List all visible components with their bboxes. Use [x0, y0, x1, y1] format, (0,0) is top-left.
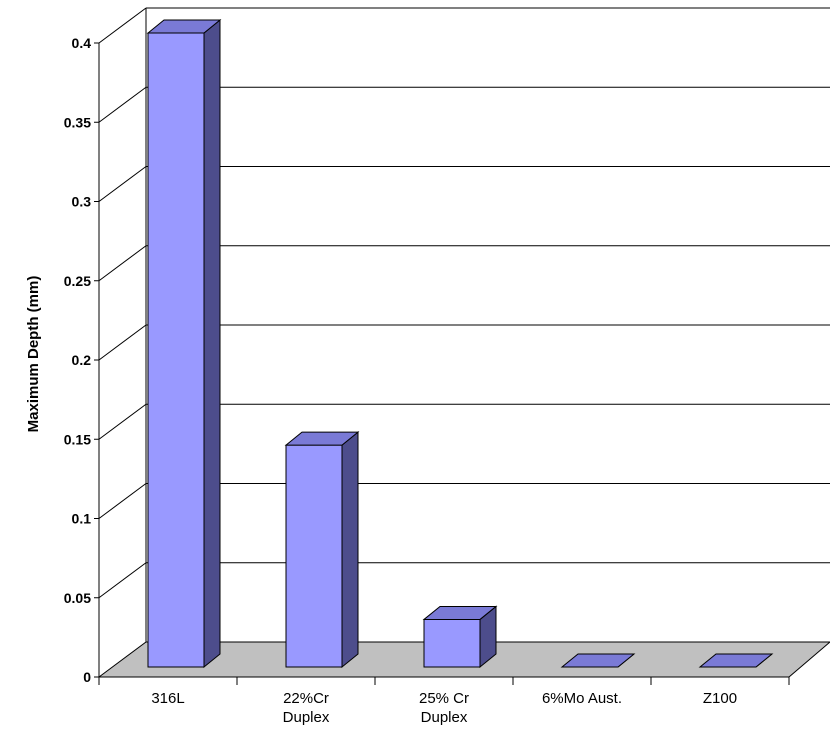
gridline-side	[98, 483, 147, 519]
bar-top	[698, 653, 774, 668]
y-tick-label: 0.25	[64, 273, 91, 289]
y-tick-label: 0.1	[72, 511, 92, 527]
y-tick-label: 0.4	[72, 35, 92, 51]
gridline-side	[98, 562, 147, 599]
bar-top	[560, 653, 636, 668]
gridline-side	[98, 86, 147, 123]
y-tick-label: 0	[83, 669, 91, 685]
y-tick-label: 0.15	[64, 431, 91, 447]
bar	[146, 18, 222, 669]
bar-front	[285, 444, 343, 668]
gridline-side	[98, 324, 147, 361]
y-tick-label: 0.2	[72, 352, 92, 368]
bar	[560, 653, 636, 668]
x-tick-label: 316L	[151, 690, 184, 707]
x-tick-label: 22%Cr Duplex	[283, 690, 330, 726]
gridline-side	[98, 7, 147, 44]
bar	[284, 431, 360, 669]
gridline-side	[98, 166, 147, 202]
bar-top	[146, 19, 222, 34]
bar-top	[284, 431, 360, 446]
x-tick-label: 25% Cr Duplex	[419, 690, 469, 726]
bar-top	[422, 605, 498, 620]
x-tick-label: Z100	[703, 690, 737, 707]
x-tick-label: 6%Mo Aust.	[542, 690, 622, 707]
gridline-side	[98, 245, 147, 282]
y-tick-label: 0.35	[64, 114, 91, 130]
bar-front	[423, 618, 481, 668]
bar	[422, 605, 498, 669]
bar-front	[147, 32, 205, 668]
bar	[698, 653, 774, 668]
y-tick-label: 0.05	[64, 590, 91, 606]
bar-side	[203, 18, 221, 669]
bar-side	[341, 431, 359, 669]
y-tick-label: 0.3	[72, 194, 92, 210]
gridline-side	[98, 403, 147, 440]
y-axis-title: Maximum Depth (mm)	[25, 276, 42, 433]
